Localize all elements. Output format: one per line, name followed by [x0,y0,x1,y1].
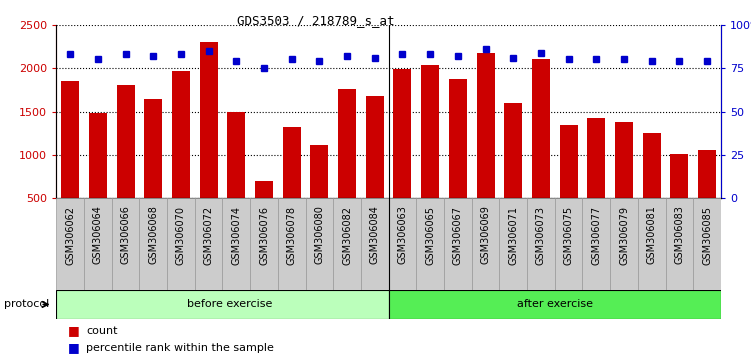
Text: GSM306063: GSM306063 [397,206,408,264]
Bar [116,86,134,241]
FancyBboxPatch shape [167,198,195,290]
Text: GSM306084: GSM306084 [369,206,380,264]
FancyBboxPatch shape [638,198,665,290]
FancyBboxPatch shape [444,198,472,290]
Text: GSM306072: GSM306072 [204,206,213,265]
Text: GSM306073: GSM306073 [536,206,546,264]
FancyBboxPatch shape [555,198,583,290]
Text: GSM306085: GSM306085 [702,206,712,264]
FancyBboxPatch shape [56,198,84,290]
Text: GSM306078: GSM306078 [287,206,297,264]
Text: GSM306075: GSM306075 [564,206,574,265]
FancyBboxPatch shape [527,198,555,290]
Text: percentile rank within the sample: percentile rank within the sample [86,343,274,353]
Bar [144,98,162,241]
FancyBboxPatch shape [112,198,140,290]
Bar [449,79,467,241]
Bar [615,122,633,241]
FancyBboxPatch shape [84,198,112,290]
Bar [172,71,190,241]
Bar [310,145,328,241]
Text: GSM306077: GSM306077 [591,206,602,265]
FancyBboxPatch shape [278,198,306,290]
Bar [477,52,495,241]
Text: GSM306080: GSM306080 [315,206,324,264]
Text: before exercise: before exercise [187,299,272,309]
Bar [532,59,550,241]
Text: GSM306081: GSM306081 [647,206,656,264]
FancyBboxPatch shape [56,290,389,319]
FancyBboxPatch shape [361,198,389,290]
FancyBboxPatch shape [389,290,721,319]
FancyBboxPatch shape [583,198,610,290]
FancyBboxPatch shape [250,198,278,290]
Bar [228,112,246,241]
Text: GSM306068: GSM306068 [148,206,158,264]
Bar [200,42,218,241]
Text: GDS3503 / 218789_s_at: GDS3503 / 218789_s_at [237,14,394,27]
Text: GSM306071: GSM306071 [508,206,518,264]
FancyBboxPatch shape [195,198,222,290]
Text: GSM306069: GSM306069 [481,206,490,264]
Bar [643,133,661,241]
Bar [504,103,522,241]
Text: ■: ■ [68,341,80,354]
Bar [89,113,107,241]
Text: GSM306065: GSM306065 [425,206,435,264]
Text: GSM306067: GSM306067 [453,206,463,264]
Text: GSM306074: GSM306074 [231,206,241,264]
Text: count: count [86,326,118,336]
FancyBboxPatch shape [389,198,416,290]
FancyBboxPatch shape [693,198,721,290]
Text: GSM306066: GSM306066 [121,206,131,264]
FancyBboxPatch shape [665,198,693,290]
Bar [282,127,300,241]
Text: GSM306062: GSM306062 [65,206,75,264]
Bar [366,96,384,241]
Bar [559,125,578,241]
FancyBboxPatch shape [306,198,333,290]
Text: GSM306079: GSM306079 [619,206,629,264]
Bar [61,81,79,241]
FancyBboxPatch shape [333,198,361,290]
Text: protocol: protocol [4,299,49,309]
FancyBboxPatch shape [472,198,499,290]
Text: GSM306064: GSM306064 [93,206,103,264]
Text: GSM306082: GSM306082 [342,206,352,264]
FancyBboxPatch shape [499,198,527,290]
Bar [587,119,605,241]
FancyBboxPatch shape [222,198,250,290]
Text: GSM306083: GSM306083 [674,206,684,264]
FancyBboxPatch shape [610,198,638,290]
Bar [394,69,412,241]
FancyBboxPatch shape [416,198,444,290]
Bar [421,65,439,241]
Bar [338,89,356,241]
Text: GSM306070: GSM306070 [176,206,186,264]
Bar [255,181,273,241]
Text: GSM306076: GSM306076 [259,206,269,264]
Text: ■: ■ [68,325,80,337]
Text: after exercise: after exercise [517,299,593,309]
Bar [671,154,689,241]
Bar [698,150,716,241]
FancyBboxPatch shape [140,198,167,290]
